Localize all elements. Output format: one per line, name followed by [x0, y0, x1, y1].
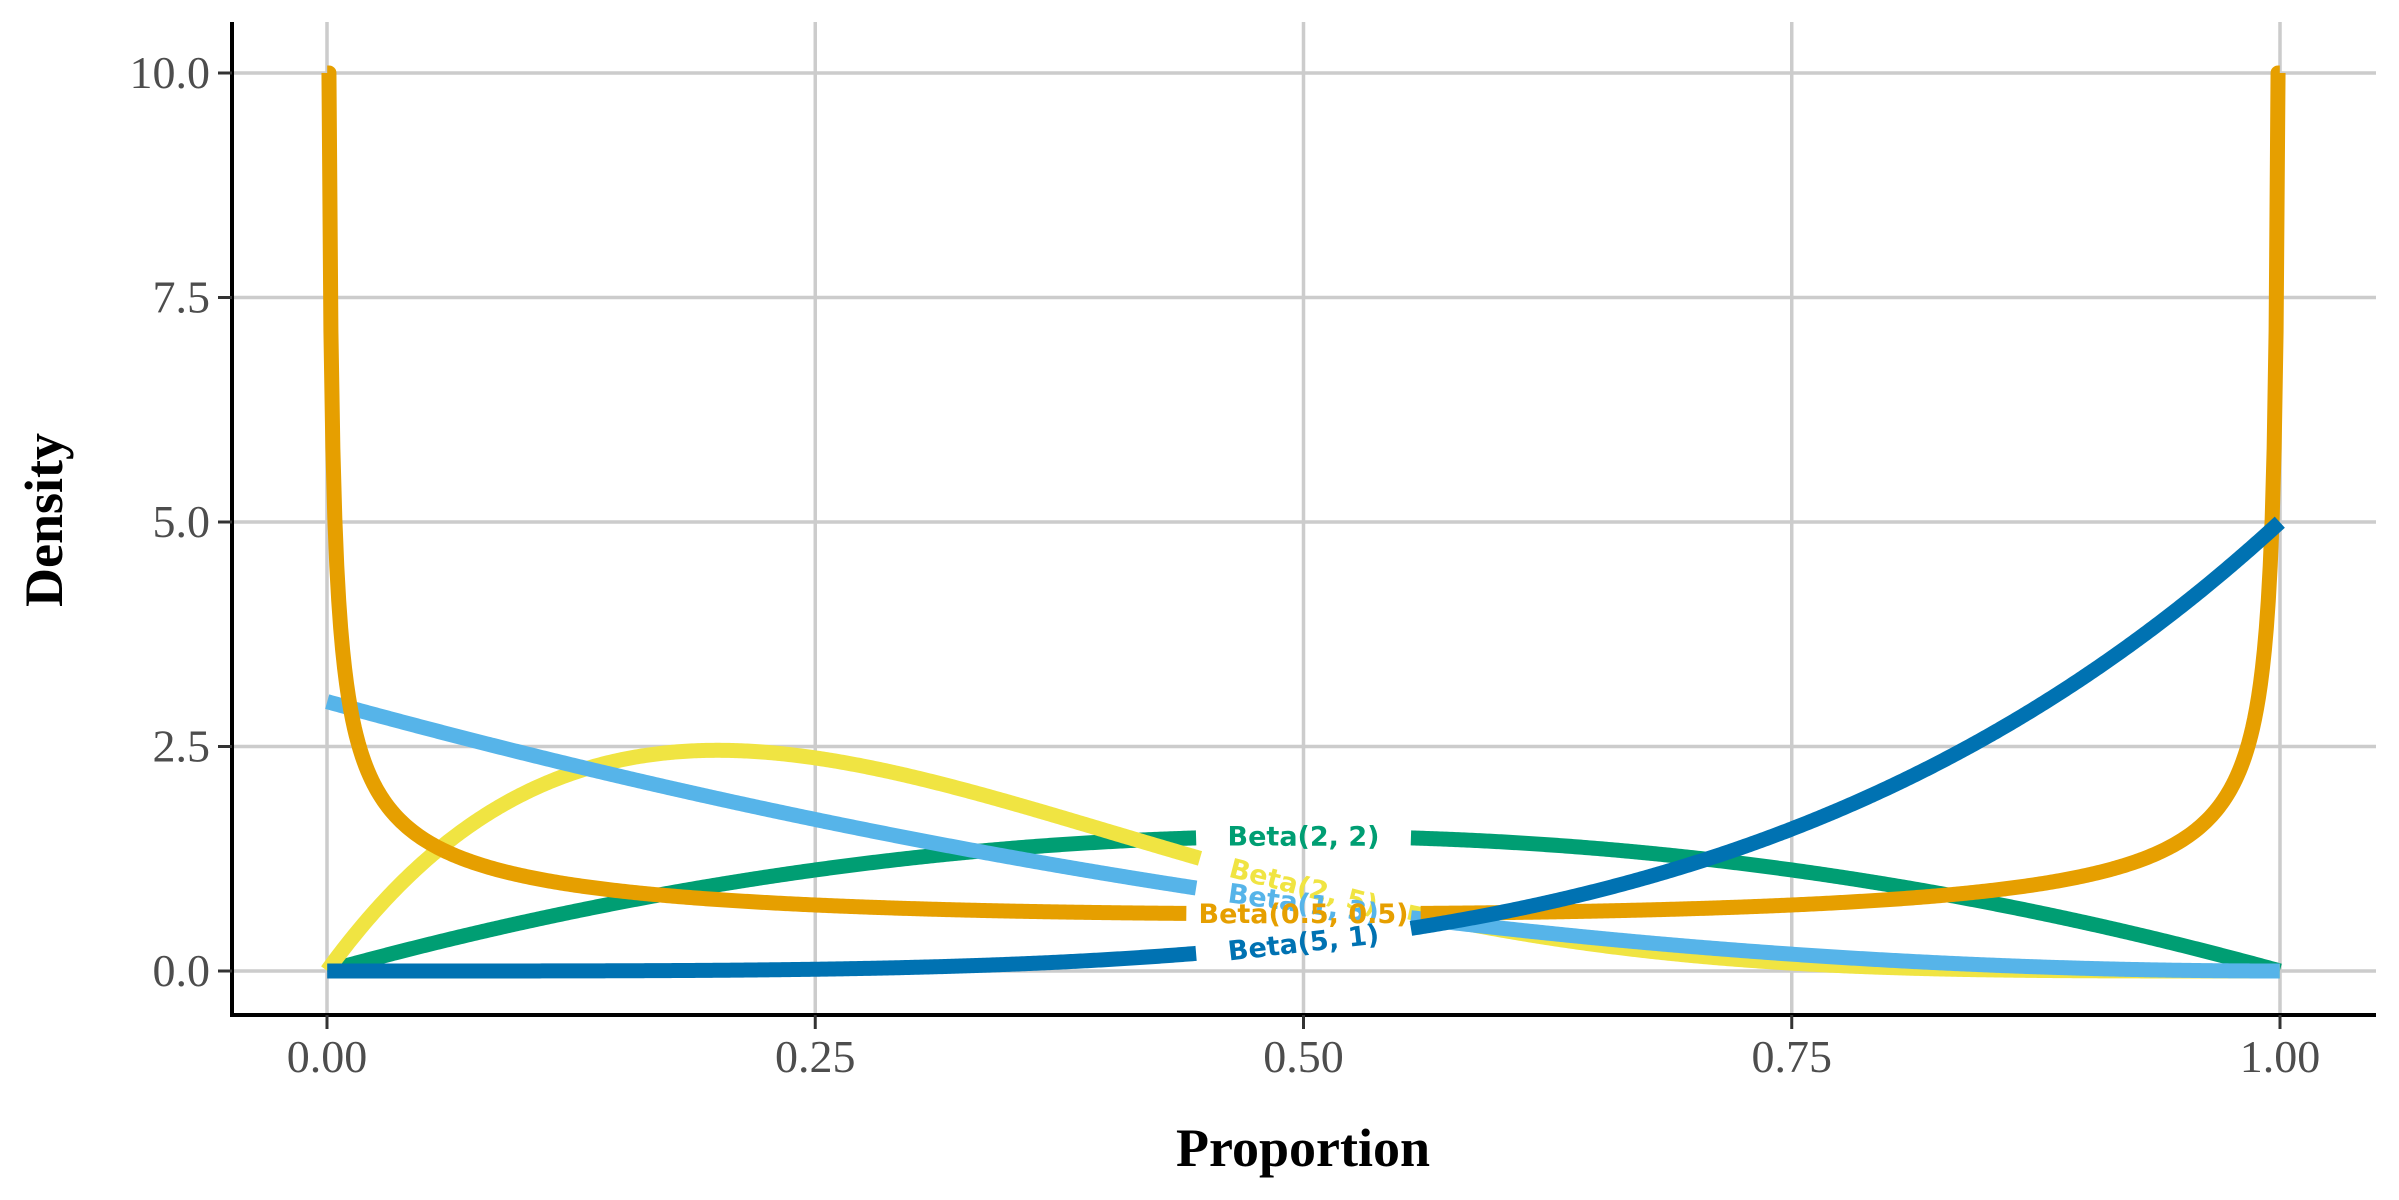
y-axis-ticks: 0.0 2.5 5.0 7.5 10.0: [130, 47, 232, 996]
y-tick-label: 5.0: [153, 496, 211, 547]
x-axis-title: Proportion: [1176, 1118, 1430, 1178]
series-line: [321, 694, 1202, 896]
grid-lines: [232, 22, 2376, 1015]
series-line: [321, 830, 1202, 979]
series-labels: Beta(2, 2)Beta(2, 5)Beta(1, 3)Beta(0.5, …: [1198, 821, 1408, 967]
x-tick-label: 0.50: [1263, 1031, 1344, 1082]
series-line: [321, 742, 1206, 976]
series-line: [321, 65, 1192, 921]
x-axis-ticks: 0.00 0.25 0.50 0.75 1.00: [287, 1015, 2321, 1082]
series-label: Beta(0.5, 0.5): [1198, 899, 1408, 930]
y-tick-label: 2.5: [153, 721, 211, 772]
y-tick-label: 10.0: [130, 47, 211, 98]
y-axis-title: Density: [14, 433, 74, 607]
x-tick-label: 1.00: [2240, 1031, 2321, 1082]
x-tick-label: 0.00: [287, 1031, 368, 1082]
y-tick-label: 0.0: [153, 945, 211, 996]
x-tick-label: 0.75: [1752, 1031, 1833, 1082]
x-tick-label: 0.25: [775, 1031, 856, 1082]
y-tick-label: 7.5: [153, 272, 211, 323]
series-line: [1405, 516, 2286, 936]
series-line: [1415, 65, 2286, 921]
series-label: Beta(2, 2): [1228, 821, 1380, 852]
series-line: [1405, 910, 2286, 979]
series-line: [1405, 830, 2286, 979]
series-lines: [321, 65, 2286, 979]
series-line: [321, 945, 1202, 979]
